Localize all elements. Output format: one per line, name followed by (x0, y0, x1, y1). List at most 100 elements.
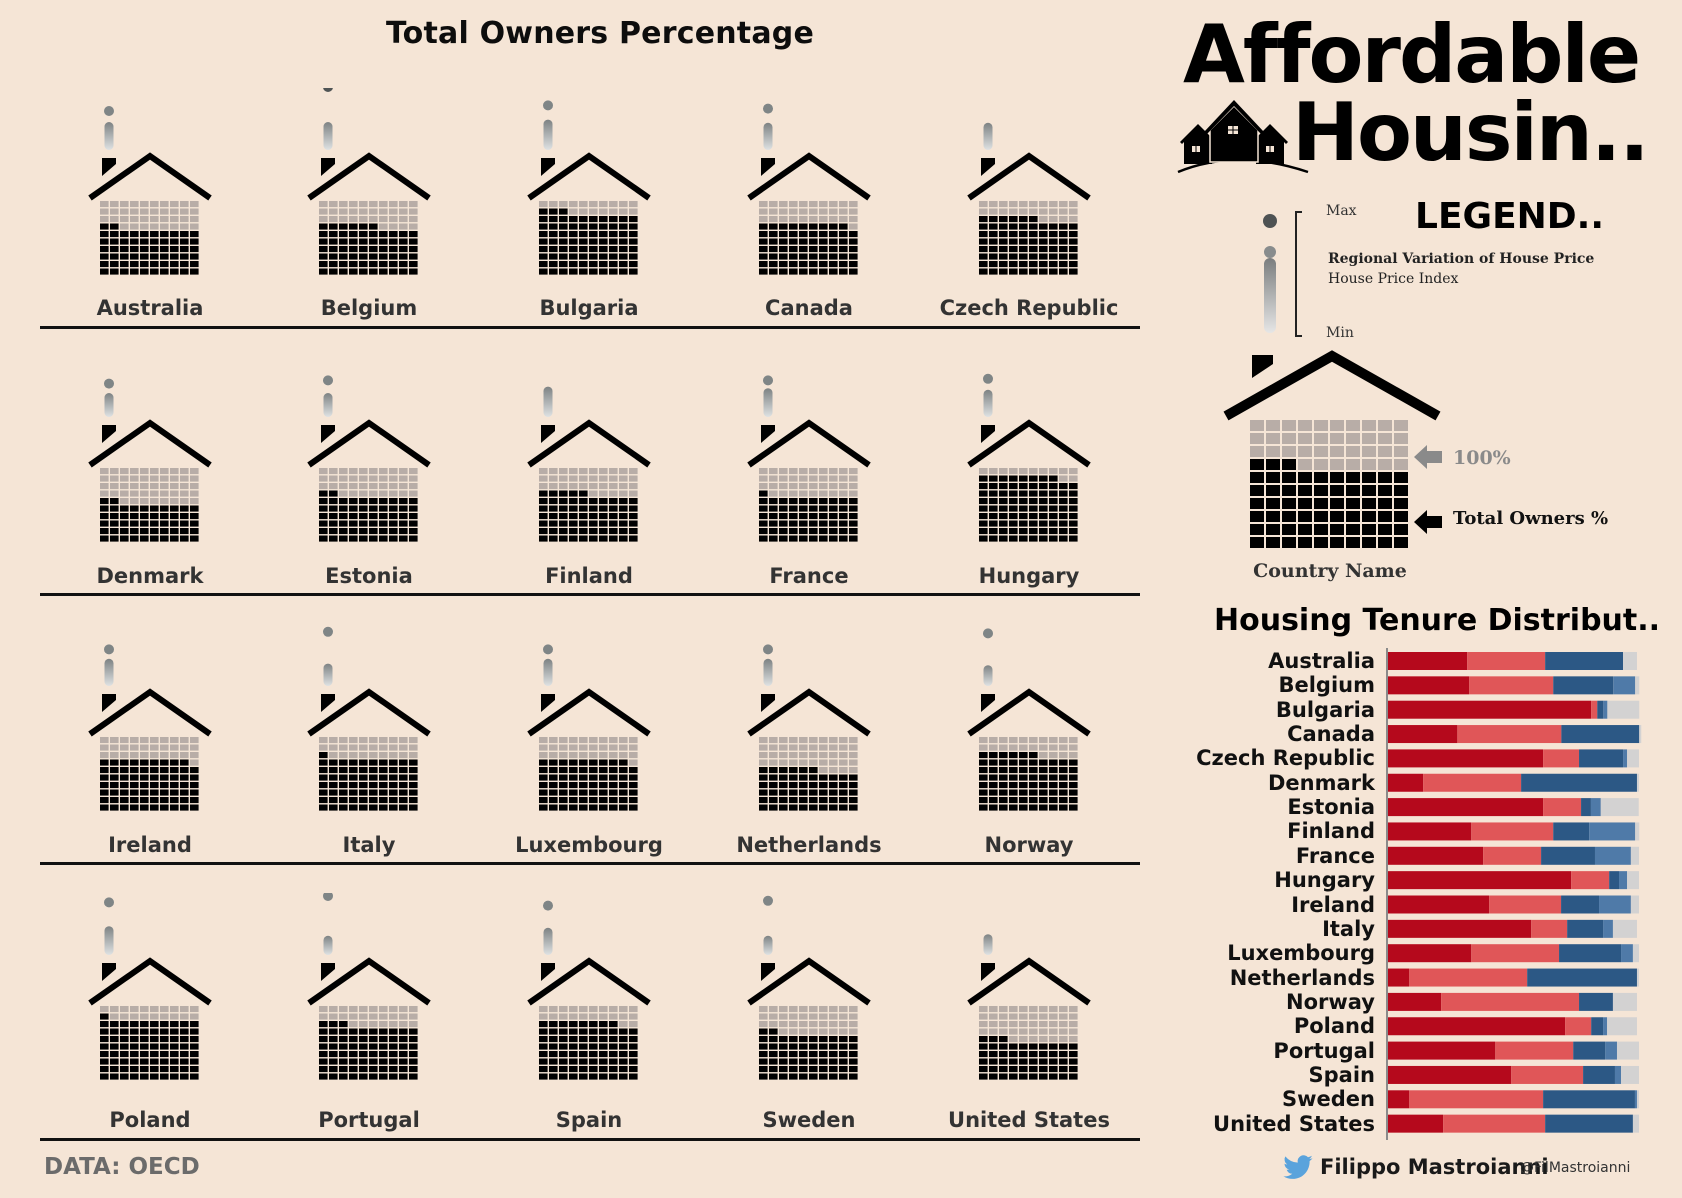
waffle-cell-empty (409, 737, 418, 744)
waffle-cell-owned (569, 797, 578, 804)
waffle-cell-owned (769, 261, 778, 268)
waffle-cell-owned (999, 223, 1008, 230)
waffle-cell-owned (999, 268, 1008, 275)
waffle-cell-empty (190, 475, 199, 482)
waffle-cell-owned (999, 1043, 1008, 1050)
waffle-cell-owned (539, 1021, 548, 1028)
waffle-cell-owned (579, 1036, 588, 1043)
waffle-cell-owned (829, 535, 838, 542)
waffle-cell-owned (579, 1028, 588, 1035)
waffle-cell-owned (999, 789, 1008, 796)
waffle-cell-owned (409, 261, 418, 268)
waffle-cell-empty (120, 744, 129, 751)
waffle-cell-empty (549, 744, 558, 751)
waffle-cell-owned (1069, 528, 1078, 535)
waffle-cell-empty (130, 468, 139, 475)
waffle-cell-owned (999, 774, 1008, 781)
waffle-cell-owned (349, 513, 358, 520)
bar-segment (1603, 1017, 1608, 1036)
waffle-cell-owned (1069, 1058, 1078, 1065)
smoke-column (763, 122, 773, 150)
waffle-cell-empty (599, 744, 608, 751)
country-house (709, 893, 909, 1143)
waffle-cell-owned (989, 513, 998, 520)
waffle-cell-owned (609, 1036, 618, 1043)
waffle-cell-owned (329, 520, 338, 527)
waffle-cell-empty (849, 216, 858, 223)
country-label: Czech Republic (939, 296, 1119, 320)
waffle-cell-empty (1019, 1013, 1028, 1020)
bar-segment (1627, 871, 1639, 890)
waffle-cell-owned (120, 759, 129, 766)
waffle-cell-owned (839, 535, 848, 542)
waffle-cell-owned (1059, 804, 1068, 811)
waffle-cell-empty (629, 1021, 638, 1028)
waffle-cell-owned (170, 767, 179, 774)
waffle-cell-owned (989, 759, 998, 766)
waffle-cell-owned (619, 528, 628, 535)
waffle-cell-empty (829, 1021, 838, 1028)
waffle-cell-empty (589, 208, 598, 215)
waffle-cell-empty (629, 490, 638, 497)
waffle-cell-owned (1039, 1073, 1048, 1080)
waffle-cell-owned (180, 774, 189, 781)
waffle-cell-owned (1059, 797, 1068, 804)
smoke-max-dot (323, 88, 333, 92)
smoke-max-dot (983, 373, 993, 384)
waffle-cell-owned (599, 505, 608, 512)
waffle-cell-empty (359, 468, 368, 475)
waffle-cell-owned (1059, 535, 1068, 542)
waffle-cell-empty (619, 1013, 628, 1020)
waffle-cell-empty (759, 468, 768, 475)
waffle-cell-owned (579, 535, 588, 542)
waffle-cell-owned (819, 782, 828, 789)
waffle-cell-empty (559, 1013, 568, 1020)
legend-max-label: Max (1326, 203, 1357, 219)
waffle-cell-owned (549, 1051, 558, 1058)
waffle-cell-owned (599, 231, 608, 238)
house-waffle-icon (967, 122, 1091, 275)
waffle-cell-owned (1059, 1043, 1068, 1050)
waffle-cell-owned (319, 490, 328, 497)
bar-segment (1599, 895, 1631, 914)
waffle-cell-empty (849, 1006, 858, 1013)
waffle-cell-owned (609, 759, 618, 766)
waffle-cell-owned (329, 1028, 338, 1035)
waffle-cell-empty (1049, 1021, 1058, 1028)
house-waffle-icon (88, 897, 212, 1080)
waffle-cell-owned (379, 268, 388, 275)
waffle-cell-owned (599, 1028, 608, 1035)
waffle-cell-owned (120, 1066, 129, 1073)
waffle-cell-owned (539, 767, 548, 774)
waffle-cell-owned (989, 223, 998, 230)
waffle-cell-owned (629, 1051, 638, 1058)
waffle-cell-owned (329, 1051, 338, 1058)
waffle-cell-owned (549, 1021, 558, 1028)
waffle-cell-empty (599, 475, 608, 482)
waffle-cell-empty (1059, 1021, 1068, 1028)
country-label: Bulgaria (539, 296, 639, 320)
waffle-cell-owned (1250, 485, 1264, 496)
waffle-cell-owned (1019, 528, 1028, 535)
waffle-cell-owned (849, 804, 858, 811)
waffle-cell-owned (629, 498, 638, 505)
waffle-cell-owned (1019, 797, 1028, 804)
waffle-cell-empty (180, 737, 189, 744)
waffle-cell-owned (579, 759, 588, 766)
waffle-cell-empty (369, 475, 378, 482)
waffle-cell-owned (599, 216, 608, 223)
bar-category-label: Norway (1286, 989, 1375, 1014)
waffle-cell-empty (389, 752, 398, 759)
waffle-cell-owned (1009, 490, 1018, 497)
waffle-cell-empty (160, 468, 169, 475)
waffle-cell-owned (799, 253, 808, 260)
waffle-cell-owned (329, 782, 338, 789)
waffle-cell-empty (839, 752, 848, 759)
waffle-cell-empty (399, 208, 408, 215)
waffle-cell-owned (170, 513, 179, 520)
waffle-cell-owned (329, 528, 338, 535)
waffle-cell-owned (979, 216, 988, 223)
waffle-cell-owned (100, 797, 109, 804)
waffle-cell-empty (619, 468, 628, 475)
waffle-cell-empty (359, 216, 368, 223)
